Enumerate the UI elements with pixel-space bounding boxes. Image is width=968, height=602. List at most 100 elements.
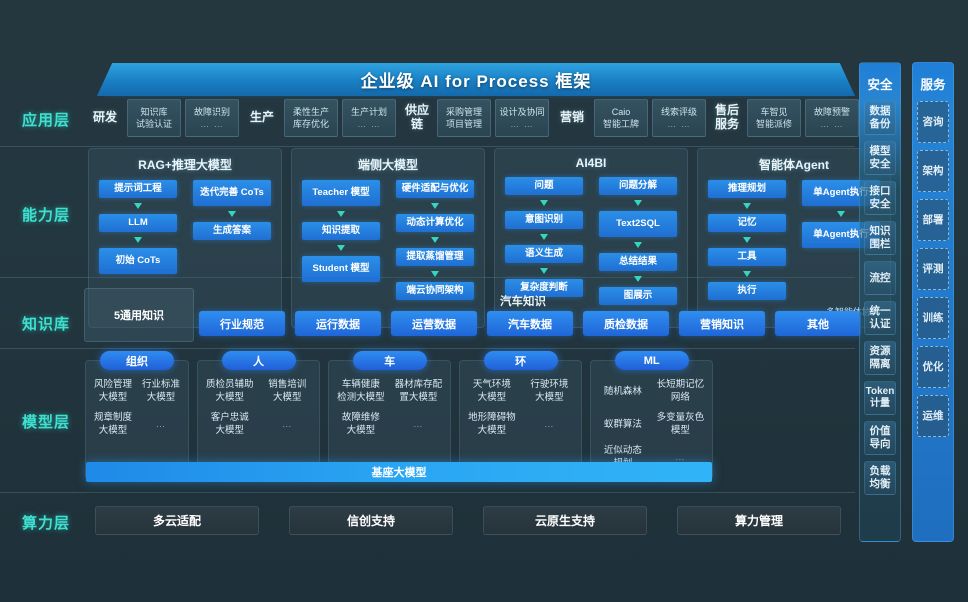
application-cell[interactable]: 柔性生产 库存优化: [284, 99, 338, 137]
arrow-down-icon: [634, 200, 642, 206]
capability-node[interactable]: 迭代完善 CoTs: [193, 180, 271, 206]
application-cell-text: … …: [667, 118, 691, 129]
capability-node[interactable]: 意图识别: [505, 211, 583, 229]
security-rail-item[interactable]: Token 计量: [864, 381, 896, 415]
knowledge-tag[interactable]: 运营数据: [391, 311, 477, 336]
model-item[interactable]: …: [544, 418, 555, 430]
model-item[interactable]: 车辆健康 检测大模型: [337, 379, 385, 403]
model-item[interactable]: 故障维修 大模型: [341, 412, 380, 436]
security-rail-item[interactable]: 负载 均衡: [864, 461, 896, 495]
security-rail-item[interactable]: 数据 备份: [864, 101, 896, 135]
security-rail-item[interactable]: 知识 围栏: [864, 221, 896, 255]
application-cell[interactable]: 知识库 试验认证: [127, 99, 181, 137]
application-group-name: 生产: [249, 110, 274, 125]
model-card-pill[interactable]: 环: [483, 351, 558, 370]
application-cell[interactable]: 采购管理 项目管理: [437, 99, 491, 137]
capability-node[interactable]: 提示词工程: [99, 180, 177, 198]
service-rail-item[interactable]: 优化: [917, 346, 949, 388]
model-item[interactable]: 地形障碍物 大模型: [468, 412, 516, 436]
capability-node[interactable]: 推理规划: [708, 180, 786, 198]
capability-card-body: 问题意图识别语义生成复杂度判断 问题分解 Text2SQL 总结结果图展示: [505, 177, 677, 305]
model-card-pill[interactable]: 人: [221, 351, 296, 370]
service-rail-item[interactable]: 部署: [917, 199, 949, 241]
compute-box[interactable]: 多云适配: [95, 506, 259, 535]
application-cell[interactable]: 线索评级… …: [652, 99, 706, 137]
capability-node[interactable]: 工具: [708, 248, 786, 266]
model-item[interactable]: 风险管理 大模型: [94, 379, 133, 403]
model-item[interactable]: 天气环境 大模型: [472, 379, 511, 403]
capability-node[interactable]: 端云协同架构: [396, 282, 474, 300]
model-item[interactable]: 蚁群算法: [603, 418, 642, 430]
capability-node[interactable]: 提取蒸馏管理: [396, 248, 474, 266]
capability-node[interactable]: 问题: [505, 177, 583, 195]
capability-node[interactable]: 初始 CoTs: [99, 248, 177, 274]
model-item[interactable]: 质检员辅助 大模型: [206, 379, 254, 403]
capability-node[interactable]: 问题分解: [599, 177, 677, 195]
application-cells: 知识库 试验认证 故障识别… …: [127, 99, 239, 137]
capability-node[interactable]: 复杂度判断: [505, 279, 583, 297]
application-cell[interactable]: 设计及协同… …: [495, 99, 549, 137]
capability-node[interactable]: 记忆: [708, 214, 786, 232]
application-cell[interactable]: 故障识别… …: [185, 99, 239, 137]
capability-node[interactable]: Student 模型: [302, 256, 380, 282]
model-item[interactable]: 客户忠诚 大模型: [210, 412, 249, 436]
title-banner: 企业级 AI for Process 框架: [97, 63, 855, 99]
capability-node[interactable]: 生成答案: [193, 222, 271, 240]
model-item[interactable]: …: [282, 418, 293, 430]
service-rail-item[interactable]: 运维: [917, 395, 949, 437]
compute-box[interactable]: 云原生支持: [483, 506, 647, 535]
service-rail-item[interactable]: 评测: [917, 248, 949, 290]
security-rail-item[interactable]: 统一 认证: [864, 301, 896, 335]
service-rail-item[interactable]: 架构: [917, 150, 949, 192]
capability-node[interactable]: Teacher 模型: [302, 180, 380, 206]
model-card-pill[interactable]: 组织: [100, 351, 175, 370]
application-cell[interactable]: 故障预警… …: [805, 99, 859, 137]
knowledge-tag[interactable]: 质检数据: [583, 311, 669, 336]
knowledge-tag[interactable]: 营销知识: [679, 311, 765, 336]
knowledge-tag[interactable]: 其他: [775, 311, 861, 336]
model-item[interactable]: …: [155, 418, 167, 430]
model-card-pill[interactable]: ML: [614, 351, 689, 370]
model-item[interactable]: 多变量灰色 模型: [656, 412, 705, 436]
capability-node[interactable]: 知识提取: [302, 222, 380, 240]
model-item[interactable]: …: [675, 451, 686, 463]
layer-label-capability: 能力层: [21, 207, 70, 224]
banner-body: 企业级 AI for Process 框架: [97, 63, 855, 96]
application-cell[interactable]: 车智见 智能派修: [747, 99, 801, 137]
model-item[interactable]: 规章制度 大模型: [94, 412, 133, 436]
model-item[interactable]: 销售培训 大模型: [268, 379, 307, 403]
knowledge-tag[interactable]: 运行数据: [295, 311, 381, 336]
service-rail-item[interactable]: 训练: [917, 297, 949, 339]
security-rail-item[interactable]: 资源 隔离: [864, 341, 896, 375]
model-item[interactable]: …: [413, 418, 424, 430]
capability-node[interactable]: 图展示: [599, 287, 677, 305]
capability-node[interactable]: LLM: [99, 214, 177, 232]
capability-node[interactable]: 语义生成: [505, 245, 583, 263]
security-rail-item[interactable]: 模型 安全: [864, 141, 896, 175]
capability-card-body: 推理规划 记忆 工具 执行 单Agent执行 单Agent执行: [708, 180, 880, 300]
compute-box[interactable]: 算力管理: [677, 506, 841, 535]
capability-node[interactable]: 动态计算优化: [396, 214, 474, 232]
capability-node[interactable]: Text2SQL: [599, 211, 677, 237]
capability-card: AI4BI 问题 意图识别 语义生成 复杂度判断 问题分解 Text2SQL 总结结果 图展示: [494, 148, 688, 328]
model-item[interactable]: 行业标准 大模型: [142, 379, 181, 403]
capability-node[interactable]: 硬件适配与优化: [396, 180, 474, 198]
knowledge-tag[interactable]: 行业规范: [199, 311, 285, 336]
service-rail-item[interactable]: 咨询: [917, 101, 949, 143]
application-cell-text: 故障预警: [813, 107, 850, 118]
model-item[interactable]: 行驶环境 大模型: [530, 379, 569, 403]
knowledge-tag[interactable]: 汽车数据: [487, 311, 573, 336]
security-rail-item[interactable]: 接口 安全: [864, 181, 896, 215]
model-item[interactable]: 随机森林: [603, 385, 642, 397]
security-rail-item[interactable]: 价值 导向: [864, 421, 896, 455]
application-cell[interactable]: 生产计划… …: [342, 99, 396, 137]
application-cell[interactable]: Caio 智能工牌: [594, 99, 648, 137]
service-rail-head: 服务: [920, 78, 946, 92]
compute-box[interactable]: 信创支持: [289, 506, 453, 535]
capability-node[interactable]: 总结结果: [599, 253, 677, 271]
security-rail-item[interactable]: 流控: [864, 261, 896, 295]
capability-node[interactable]: 执行: [708, 282, 786, 300]
model-item[interactable]: 器材库存配 置大模型: [394, 379, 443, 403]
model-item[interactable]: 长短期记忆 网络: [656, 379, 705, 403]
model-card-pill[interactable]: 车: [352, 351, 427, 370]
